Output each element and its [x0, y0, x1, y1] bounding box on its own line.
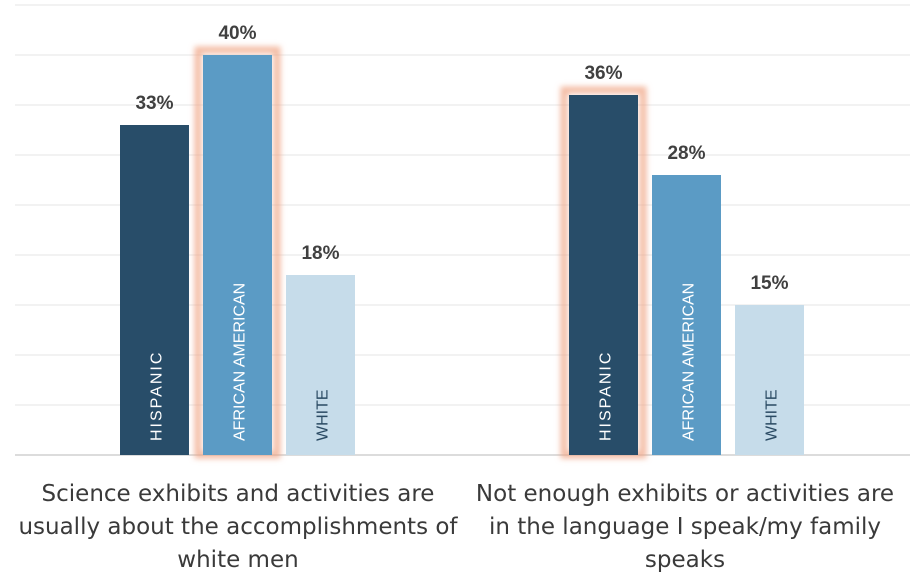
data-label: 28% — [667, 143, 705, 164]
bar — [120, 125, 189, 455]
data-label: 33% — [135, 93, 173, 114]
category-label-2: Not enough exhibits or activities are in… — [475, 481, 895, 573]
bar — [203, 55, 272, 455]
series-label: WHITE — [315, 389, 332, 441]
series-label: WHITE — [764, 389, 781, 441]
bar — [286, 275, 355, 455]
series-label: HISPANIC — [598, 351, 615, 441]
bar — [569, 95, 638, 455]
bar — [735, 305, 804, 455]
category-label-1: Science exhibits and activities are usua… — [18, 481, 458, 573]
data-label: 18% — [301, 243, 339, 264]
data-label: 36% — [584, 63, 622, 84]
series-label: HISPANIC — [149, 351, 166, 441]
data-label: 15% — [750, 273, 788, 294]
data-label: 40% — [218, 23, 256, 44]
bar-chart: 33% HISPANIC 40% AFRICAN AMERICAN 18% WHITE 36… — [15, 4, 910, 459]
series-label: AFRICAN AMERICAN — [232, 283, 249, 441]
bar — [652, 175, 721, 455]
series-label: AFRICAN AMERICAN — [681, 283, 698, 441]
